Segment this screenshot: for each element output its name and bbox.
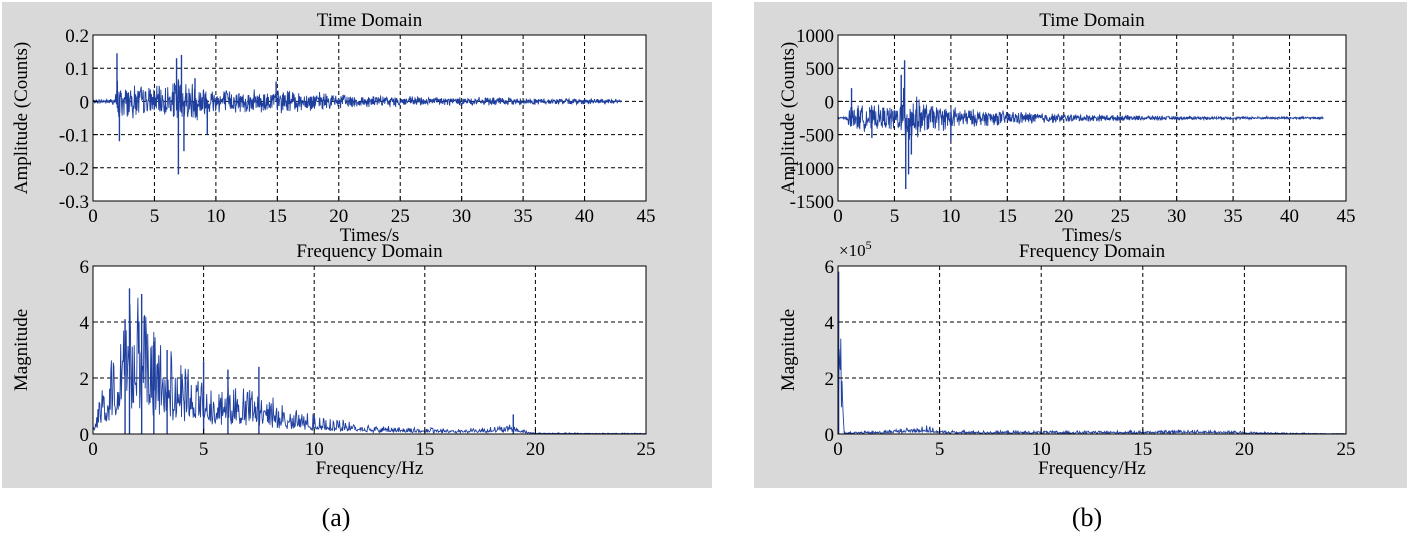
- y-tick-label: 6: [825, 257, 835, 278]
- x-tick-label: 0: [88, 439, 98, 460]
- plot-area: [93, 35, 646, 201]
- x-tick-label: 10: [206, 206, 225, 227]
- plot-frame: [92, 265, 647, 435]
- plot-frame: [837, 265, 1347, 435]
- chart-1-1: 0 5 10 15 20 25 0 2 4 6 Frequency Domain Frequency/…: [778, 238, 1356, 479]
- y-tick-label: 0: [825, 425, 835, 446]
- x-tick-label: 45: [1337, 206, 1356, 227]
- series-line: [837, 87, 1324, 146]
- x-tick-label: 0: [833, 439, 843, 460]
- x-tick-label: 20: [329, 206, 348, 227]
- panel-a-caption: (a): [321, 503, 351, 532]
- x-tick-label: 15: [998, 206, 1017, 227]
- x-tick-label: 20: [1054, 206, 1073, 227]
- y-tick-label: 2: [825, 369, 835, 390]
- x-tick-label: 35: [514, 206, 533, 227]
- x-tick-label: 10: [1032, 439, 1051, 460]
- chart-title: Frequency Domain: [296, 241, 443, 262]
- series-line: [92, 297, 647, 435]
- x-tick-label: 0: [88, 206, 98, 227]
- plot-frame: [92, 34, 647, 202]
- y-tick-label: 2: [80, 369, 90, 390]
- x-axis-label: Times/s: [340, 225, 400, 246]
- x-tick-label: 20: [526, 439, 545, 460]
- y-axis-multiplier-exponent: 5: [866, 238, 872, 252]
- y-tick-label: 4: [825, 313, 835, 334]
- y-axis-label: Amplitude (Counts): [778, 42, 799, 195]
- chart-0-1: 0 5 10 15 20 25 0 2 4 6 Frequency Domain Frequency/…: [11, 241, 656, 479]
- x-tick-label: 20: [1235, 439, 1254, 460]
- y-axis-label: Magnitude: [778, 309, 799, 391]
- y-axis-label: Amplitude (Counts): [11, 42, 32, 195]
- y-tick-label: -0.1: [59, 126, 89, 147]
- x-tick-label: 25: [637, 439, 656, 460]
- chart-0-0: 0 5 10 15 20 25 30 35 40 45 -0.3 -0.2 -0.1 0 0.1 0.2 Tim…: [11, 10, 656, 246]
- y-tick-label: -1500: [790, 192, 834, 213]
- x-tick-label: 10: [941, 206, 960, 227]
- y-tick-label: 4: [80, 313, 90, 334]
- x-tick-label: 0: [833, 206, 843, 227]
- x-tick-label: 10: [305, 439, 324, 460]
- y-tick-label: 500: [806, 59, 835, 80]
- y-tick-label: -0.2: [59, 159, 89, 180]
- y-tick-label: 6: [80, 257, 90, 278]
- x-tick-label: 15: [268, 206, 287, 227]
- x-tick-label: 15: [415, 439, 434, 460]
- x-tick-label: 35: [1224, 206, 1243, 227]
- series-line: [837, 338, 1346, 436]
- y-tick-label: 0.2: [65, 26, 89, 47]
- y-tick-label: -500: [799, 126, 834, 147]
- x-tick-label: 30: [452, 206, 471, 227]
- y-tick-label: -1000: [790, 159, 834, 180]
- chart-title: Time Domain: [317, 10, 423, 31]
- x-tick-label: 25: [1111, 206, 1130, 227]
- plot-area: [838, 266, 1346, 434]
- x-tick-label: 25: [1337, 439, 1356, 460]
- y-tick-label: -0.3: [59, 192, 89, 213]
- x-tick-label: 30: [1167, 206, 1186, 227]
- x-tick-label: 5: [150, 206, 160, 227]
- y-tick-label: 0: [80, 425, 90, 446]
- x-tick-label: 45: [637, 206, 656, 227]
- y-tick-label: 1000: [796, 26, 834, 47]
- chart-title: Frequency Domain: [1019, 241, 1166, 262]
- y-tick-label: 0: [80, 92, 90, 113]
- x-tick-label: 15: [1133, 439, 1152, 460]
- chart-title: Time Domain: [1039, 10, 1145, 31]
- x-tick-label: 25: [391, 206, 410, 227]
- y-tick-label: 0.1: [65, 59, 89, 80]
- x-axis-label: Frequency/Hz: [1038, 458, 1146, 479]
- x-axis-label: Frequency/Hz: [316, 458, 424, 479]
- plot-frame: [837, 34, 1347, 202]
- y-axis-multiplier: ×105: [839, 238, 872, 260]
- y-tick-label: 0: [825, 92, 835, 113]
- x-tick-label: 40: [575, 206, 594, 227]
- x-tick-label: 5: [935, 439, 945, 460]
- y-axis-label: Magnitude: [11, 309, 32, 391]
- x-tick-label: 40: [1280, 206, 1299, 227]
- panel-b-caption: (b): [1071, 503, 1103, 532]
- x-tick-label: 5: [199, 439, 209, 460]
- x-tick-label: 5: [890, 206, 900, 227]
- x-axis-label: Times/s: [1062, 225, 1122, 246]
- chart-1-0: 0 5 10 15 20 25 30 35 40 45 -1500 -1000 -500 0 500 1000…: [778, 10, 1356, 246]
